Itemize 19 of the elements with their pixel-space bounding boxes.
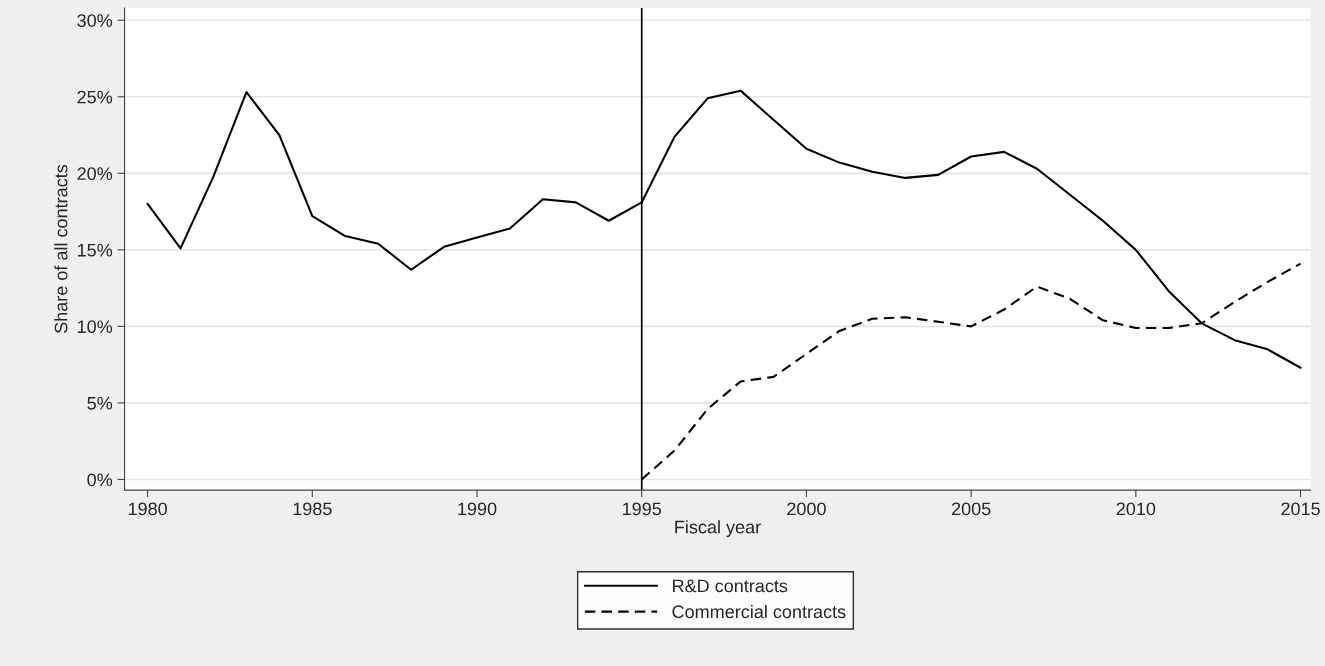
x-tick-label: 1980 [128, 502, 167, 516]
x-tick-label: 2015 [1281, 502, 1320, 516]
x-tick-label: 2010 [1116, 502, 1156, 516]
y-tick-label: 5% [87, 396, 113, 410]
y-tick-label: 20% [77, 167, 113, 181]
y-tick-label: 30% [77, 14, 113, 27]
y-tick-label: 25% [77, 90, 113, 104]
x-tick-label: 1995 [623, 502, 662, 516]
y-tick-label: 0% [87, 473, 113, 487]
x-axis-title: Fiscal year [675, 520, 761, 538]
x-tick-label: 1985 [293, 502, 332, 516]
x-tick-label: 1990 [458, 502, 497, 516]
legend-label: Commercial contracts [672, 604, 846, 619]
legend-label: R&D contracts [673, 579, 788, 593]
x-tick-label: 2005 [951, 502, 991, 516]
x-tick-label: 2000 [787, 502, 826, 516]
y-tick-label: 15% [77, 243, 113, 257]
y-tick-label: 10% [77, 320, 113, 334]
y-axis-title: Share of all contracts [54, 164, 68, 334]
